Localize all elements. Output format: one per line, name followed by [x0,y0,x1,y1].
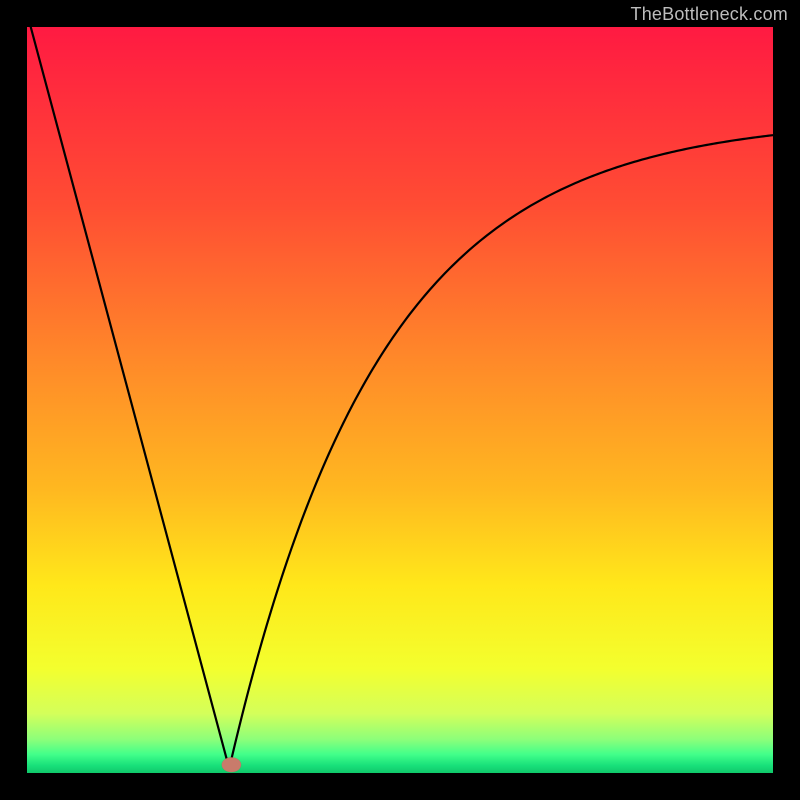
chart-frame: TheBottleneck.com [0,0,800,800]
chart-svg [27,27,773,773]
watermark-text: TheBottleneck.com [631,4,788,25]
chart-background [27,27,773,773]
plot-area [27,27,773,773]
sweet-spot-marker [222,757,241,772]
